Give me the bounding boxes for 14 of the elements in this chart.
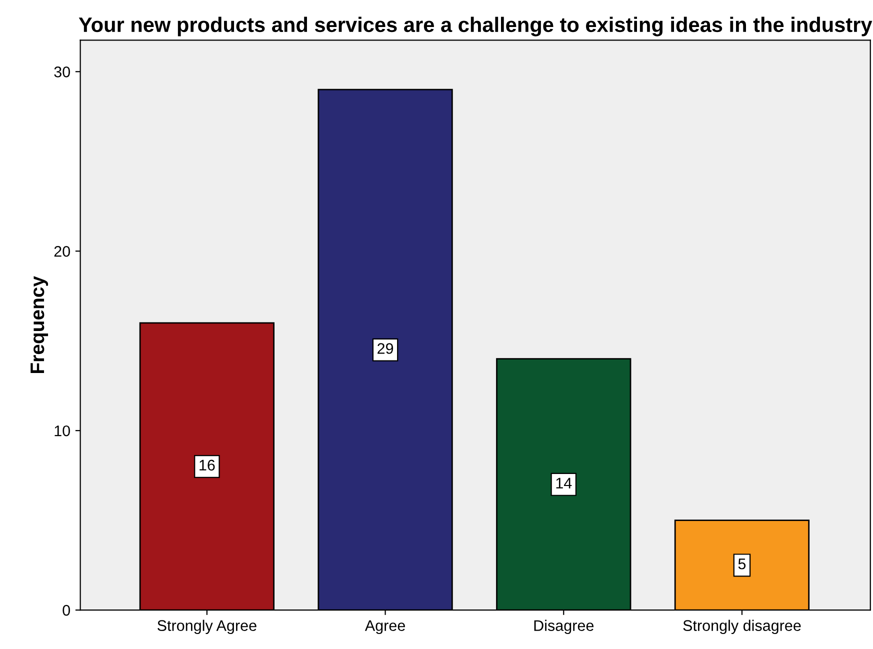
y-tick-label: 20 [54,246,70,257]
x-tick-label: Strongly disagree [683,620,801,634]
x-tick-label: Disagree [534,620,594,634]
y-tick-label: 10 [54,425,70,436]
data-label: 5 [738,558,746,570]
y-tick-label: 0 [62,604,70,616]
y-tick-label: 30 [54,66,70,78]
y-axis-title: Frequency [30,276,48,374]
x-tick-label: Agree [364,620,405,634]
data-label: 16 [200,460,215,471]
data-label: 14 [556,478,572,488]
chart-title: Your new products and services are a challenge to existing ideas in the industry [78,16,872,36]
data-label: 29 [378,343,394,354]
x-tick-label: Strongly Agree [158,620,256,634]
